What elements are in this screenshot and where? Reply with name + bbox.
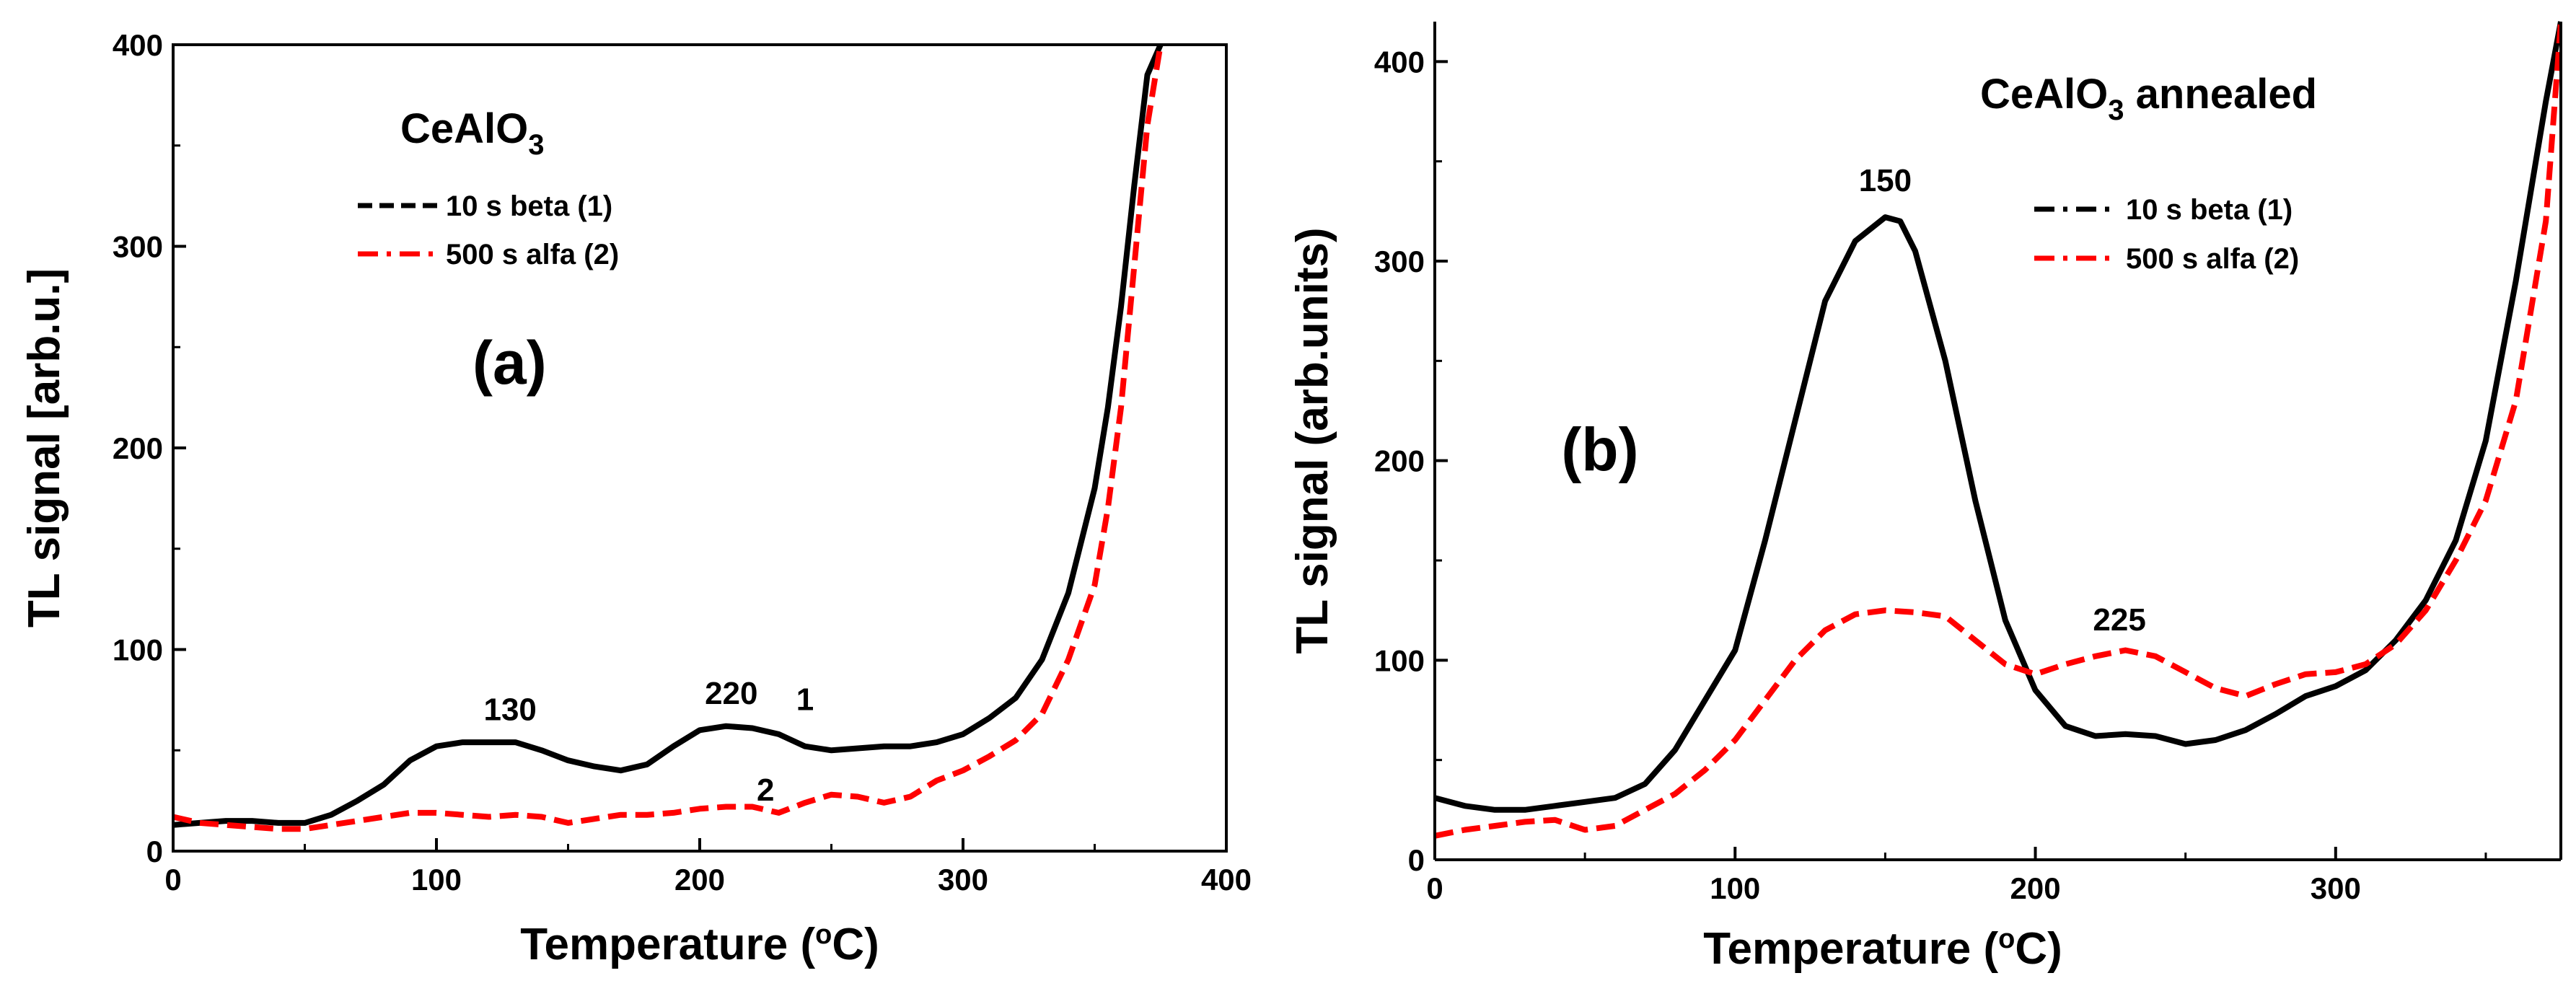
y-tick-label: 100 xyxy=(1374,643,1425,677)
panel-a-x-ticks: 0 100 200 300 400 xyxy=(164,838,1252,897)
peak-annotation: 2 xyxy=(757,772,774,808)
panel-a-title-main: CeAlO xyxy=(400,105,528,152)
panel-b-legend: 10 s beta (1) 500 s alfa (2) xyxy=(2034,194,2299,275)
panel-b-x-axis-title: Temperature (oC) xyxy=(1703,924,2062,974)
panel-b-curves xyxy=(1435,21,2561,839)
panel-b-x-axis-title-degree: o xyxy=(1998,924,2015,954)
panel-a-x-axis-title-main: Temperature ( xyxy=(520,920,815,969)
x-tick-label: 200 xyxy=(2010,871,2060,905)
x-tick-label: 300 xyxy=(938,863,988,897)
panel-a-x-axis-title-degree: o xyxy=(815,920,832,950)
x-tick-label: 0 xyxy=(164,863,181,897)
y-tick-label: 200 xyxy=(113,431,163,465)
panel-a-x-axis-title-unit: C) xyxy=(832,920,879,969)
panel-b-title-main: CeAlO xyxy=(1980,71,2108,118)
panel-label: (b) xyxy=(1561,416,1638,484)
x-tick-label: 400 xyxy=(1201,863,1252,897)
y-tick-label: 300 xyxy=(1374,245,1425,278)
panel-a-series-1-line xyxy=(173,43,1164,828)
peak-annotation: 220 xyxy=(705,676,757,711)
panel-b-x-ticks: 0 100 200 300 xyxy=(1426,847,2487,905)
panel-b-chart-title: CeAlO3 annealed xyxy=(1980,71,2317,126)
panel-a-label: (a) xyxy=(472,329,547,397)
panel-a-x-axis-title: Temperature (oC) xyxy=(520,920,879,969)
panel-a-series-2-line xyxy=(173,44,1164,832)
peak-annotation: 150 xyxy=(1859,163,1912,198)
panel-b-y-axis-title: TL signal (arb.units) xyxy=(1288,227,1337,653)
panel-b-series-2-line xyxy=(1435,21,2561,839)
y-tick-label: 400 xyxy=(113,28,163,62)
peak-annotation: 130 xyxy=(483,692,536,727)
panel-a: 0 100 200 300 400 0 100 200 300 400 Temperature … xyxy=(19,28,1252,969)
panel-a-y-axis-title: TL signal [arb.u.] xyxy=(19,268,69,628)
panel-b-x-axis-title-unit: C) xyxy=(2015,924,2062,974)
peak-annotation: 1 xyxy=(796,682,814,717)
peak-annotation: 225 xyxy=(2093,602,2145,638)
panel-a-legend: 10 s beta (1) 500 s alfa (2) xyxy=(358,190,619,270)
panel-b-x-axis-title-main: Temperature ( xyxy=(1703,924,1998,974)
panel-a-annotations: 130 220 1 2 xyxy=(483,676,814,808)
panel-a-title-subscript: 3 xyxy=(528,129,544,161)
legend-label-2: 500 s alfa (2) xyxy=(2126,243,2299,275)
y-tick-label: 200 xyxy=(1374,444,1425,478)
y-tick-label: 100 xyxy=(113,633,163,667)
panel-b-title-subscript: 3 xyxy=(2108,94,2124,126)
panel-a-y-ticks: 0 100 200 300 400 xyxy=(113,28,186,868)
panel-a-chart-title: CeAlO3 xyxy=(400,105,545,161)
y-tick-label: 0 xyxy=(146,835,163,868)
panel-b-title-suffix: annealed xyxy=(2124,71,2318,118)
x-tick-label: 100 xyxy=(1710,871,1760,905)
x-tick-label: 300 xyxy=(2311,871,2361,905)
legend-label-1: 10 s beta (1) xyxy=(2126,194,2293,226)
panel-a-curves xyxy=(173,43,1164,832)
legend-label-1: 10 s beta (1) xyxy=(446,190,612,222)
x-tick-label: 100 xyxy=(411,863,462,897)
y-tick-label: 400 xyxy=(1374,45,1425,79)
y-tick-label: 300 xyxy=(113,230,163,264)
legend-label-2: 500 s alfa (2) xyxy=(446,239,619,270)
x-tick-label: 0 xyxy=(1426,871,1443,905)
y-tick-label: 0 xyxy=(1408,843,1425,877)
x-tick-label: 200 xyxy=(674,863,725,897)
panel-b-annotations: 150 225 (b) xyxy=(1561,163,2145,638)
panel-b-y-ticks: 0 100 200 300 400 xyxy=(1374,45,1448,877)
